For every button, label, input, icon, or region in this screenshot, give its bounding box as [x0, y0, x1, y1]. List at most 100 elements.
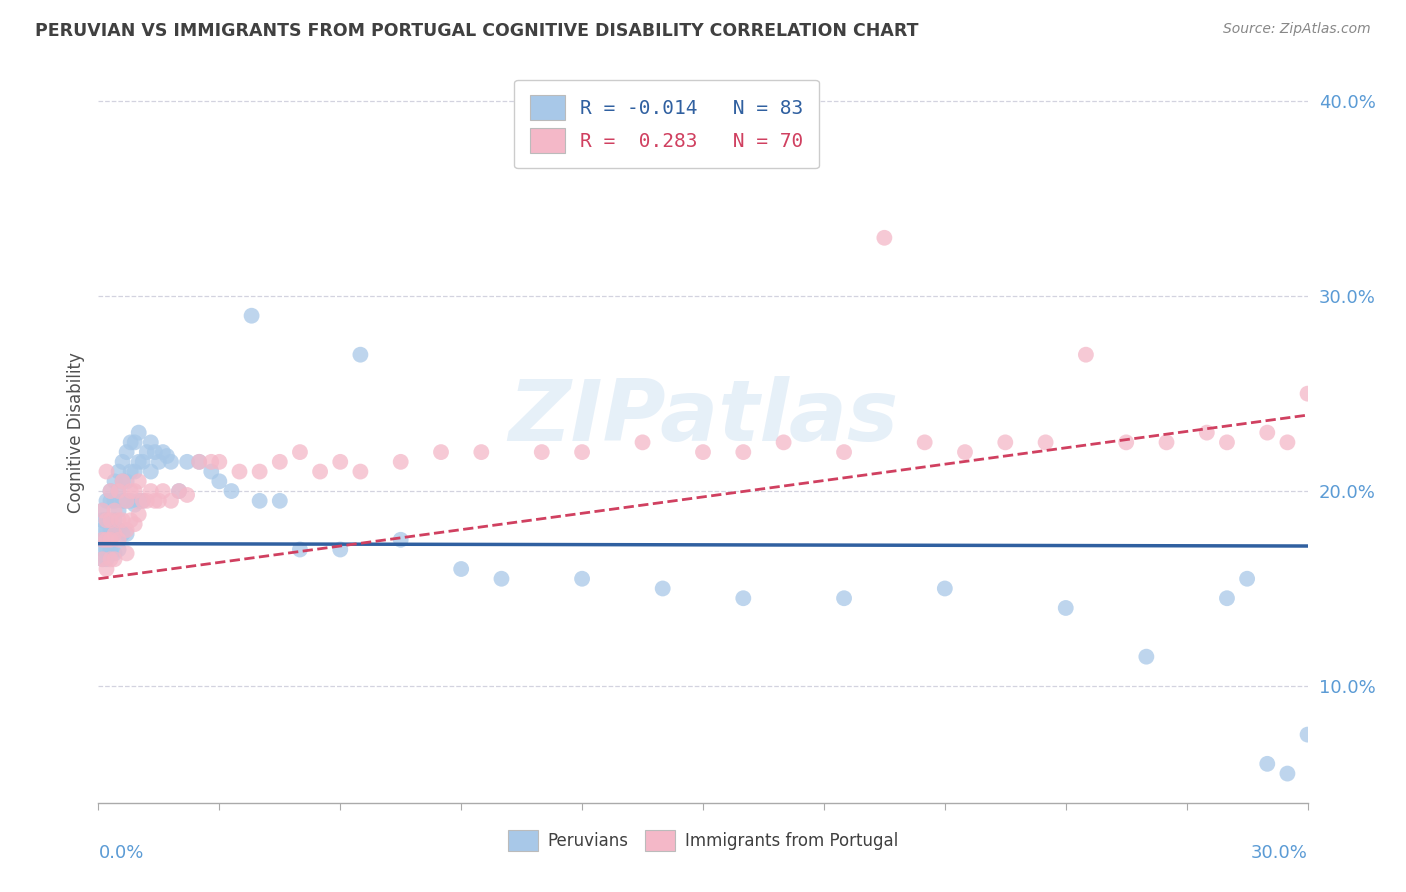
Point: [100, 493, 122, 508]
Point: [132, 493, 155, 508]
Point: [124, 517, 146, 532]
Point: [107, 533, 129, 547]
Point: [115, 493, 138, 508]
Point: [96, 542, 118, 557]
Point: [651, 582, 673, 596]
Point: [128, 425, 150, 440]
Point: [115, 493, 138, 508]
Point: [111, 493, 134, 508]
Point: [107, 523, 129, 537]
Point: [571, 572, 593, 586]
Point: [156, 449, 179, 463]
Point: [914, 435, 936, 450]
Point: [96, 513, 118, 527]
Y-axis label: Cognitive Disability: Cognitive Disability: [66, 352, 84, 513]
Point: [152, 484, 174, 499]
Text: 30.0%: 30.0%: [1251, 845, 1308, 863]
Point: [176, 455, 198, 469]
Point: [873, 231, 896, 245]
Point: [1195, 425, 1218, 440]
Point: [100, 484, 122, 499]
Point: [176, 488, 198, 502]
Point: [100, 523, 122, 537]
Point: [100, 513, 122, 527]
Point: [91, 533, 114, 547]
Point: [111, 527, 134, 541]
Point: [96, 562, 118, 576]
Point: [96, 533, 118, 547]
Point: [1236, 572, 1258, 586]
Point: [128, 493, 150, 508]
Point: [1296, 728, 1319, 742]
Point: [772, 435, 794, 450]
Point: [139, 465, 162, 479]
Point: [832, 591, 855, 606]
Point: [96, 533, 118, 547]
Point: [96, 465, 118, 479]
Point: [139, 435, 162, 450]
Point: [100, 552, 122, 566]
Point: [128, 508, 150, 522]
Point: [221, 484, 243, 499]
Point: [160, 455, 183, 469]
Text: ZIPatlas: ZIPatlas: [508, 376, 898, 459]
Point: [132, 455, 155, 469]
Point: [120, 435, 142, 450]
Point: [91, 503, 114, 517]
Point: [1256, 756, 1278, 771]
Point: [1156, 435, 1178, 450]
Point: [135, 493, 157, 508]
Point: [111, 513, 134, 527]
Point: [107, 542, 129, 557]
Point: [249, 493, 271, 508]
Point: [103, 493, 125, 508]
Point: [1216, 435, 1239, 450]
Point: [91, 503, 114, 517]
Point: [124, 465, 146, 479]
Point: [111, 455, 134, 469]
Point: [100, 533, 122, 547]
Point: [107, 513, 129, 527]
Point: [96, 493, 118, 508]
Point: [240, 309, 263, 323]
Point: [132, 493, 155, 508]
Text: 0.0%: 0.0%: [98, 845, 143, 863]
Point: [120, 484, 142, 499]
Text: Source: ZipAtlas.com: Source: ZipAtlas.com: [1223, 22, 1371, 37]
Point: [733, 445, 755, 459]
Point: [288, 542, 311, 557]
Point: [103, 513, 125, 527]
Point: [269, 455, 291, 469]
Point: [430, 445, 453, 459]
Point: [91, 542, 114, 557]
Point: [491, 572, 513, 586]
Point: [103, 503, 125, 517]
Point: [124, 498, 146, 512]
Point: [91, 533, 114, 547]
Point: [91, 552, 114, 566]
Point: [1115, 435, 1137, 450]
Legend: Peruvians, Immigrants from Portugal: Peruvians, Immigrants from Portugal: [494, 817, 912, 865]
Point: [934, 582, 956, 596]
Point: [692, 445, 714, 459]
Point: [91, 513, 114, 527]
Point: [631, 435, 654, 450]
Point: [200, 455, 222, 469]
Point: [389, 455, 412, 469]
Point: [107, 503, 129, 517]
Point: [249, 465, 271, 479]
Point: [1296, 386, 1319, 401]
Point: [329, 542, 352, 557]
Point: [152, 445, 174, 459]
Point: [115, 475, 138, 489]
Point: [349, 465, 371, 479]
Point: [103, 552, 125, 566]
Point: [100, 542, 122, 557]
Point: [96, 533, 118, 547]
Point: [994, 435, 1017, 450]
Point: [200, 465, 222, 479]
Point: [1074, 348, 1097, 362]
Point: [91, 552, 114, 566]
Point: [107, 484, 129, 499]
Point: [1277, 435, 1299, 450]
